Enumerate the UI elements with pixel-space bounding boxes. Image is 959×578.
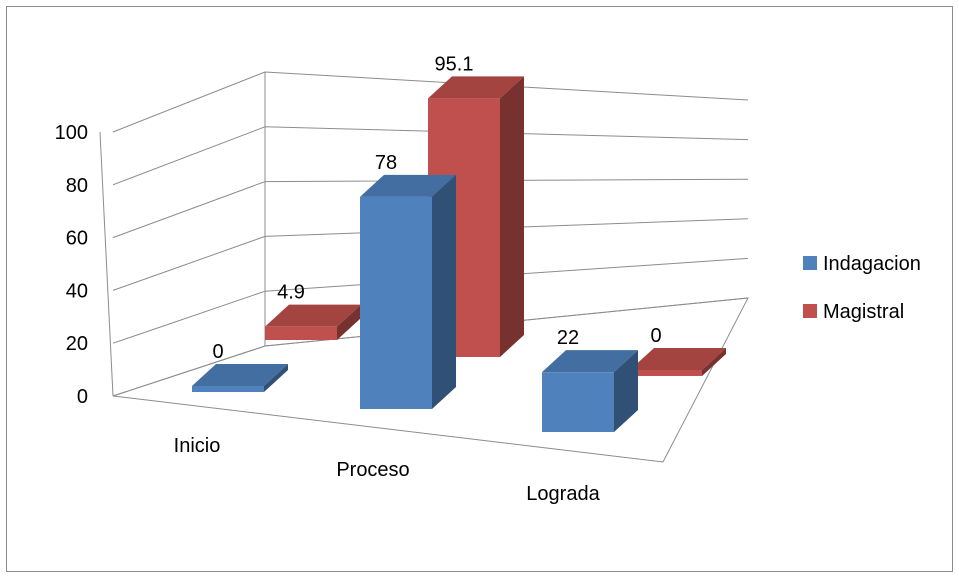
bar-indagacion-inicio <box>192 386 264 392</box>
y-tick-label-40: 40 <box>66 280 88 302</box>
bar-top-magistral-inicio <box>265 304 361 327</box>
legend-label-indagacion: Indagacion <box>823 253 921 275</box>
y-tick-label-80: 80 <box>66 175 88 197</box>
data-label-magistral-proceso: 95.1 <box>435 53 474 75</box>
data-label-magistral-inicio: 4.9 <box>277 282 305 304</box>
bar-top-magistral-proceso <box>428 76 524 99</box>
bar-magistral-lograda <box>630 370 702 376</box>
data-label-indagacion-proceso: 78 <box>375 152 397 174</box>
legend-label-magistral: Magistral <box>823 301 904 323</box>
bar-side-indagacion-inicio <box>264 364 288 392</box>
bar-indagacion-lograda <box>542 372 614 432</box>
data-label-indagacion-lograda: 22 <box>557 327 579 349</box>
y-tick-label-0: 0 <box>77 386 88 408</box>
y-tick-label-20: 20 <box>66 333 88 355</box>
data-label-magistral-lograda: 0 <box>650 325 661 347</box>
bar-side-magistral-lograda <box>702 348 726 376</box>
bar-side-magistral-proceso <box>500 76 524 357</box>
bar-top-indagacion-lograda <box>542 350 638 373</box>
y-tick-label-60: 60 <box>66 228 88 250</box>
bar-indagacion-proceso <box>360 196 432 409</box>
legend-swatch-indagacion <box>803 256 817 270</box>
bar-side-indagacion-lograda <box>614 350 638 432</box>
legend-swatch-magistral <box>803 304 817 318</box>
x-tick-label-proceso: Proceso <box>336 459 409 481</box>
left-wall-front-edge <box>99 131 114 397</box>
bar-side-indagacion-proceso <box>432 174 456 409</box>
floor <box>112 297 749 463</box>
bar-top-magistral-lograda <box>630 348 726 370</box>
bar-top-indagacion-inicio <box>192 364 288 386</box>
bar-magistral-inicio <box>265 326 337 340</box>
x-tick-label-inicio: Inicio <box>174 435 221 457</box>
bar-side-magistral-inicio <box>337 304 361 340</box>
x-tick-label-lograda: Lograda <box>526 483 600 505</box>
y-tick-label-100: 100 <box>55 122 88 144</box>
data-label-indagacion-inicio: 0 <box>212 341 223 363</box>
bar-top-indagacion-proceso <box>360 174 456 197</box>
